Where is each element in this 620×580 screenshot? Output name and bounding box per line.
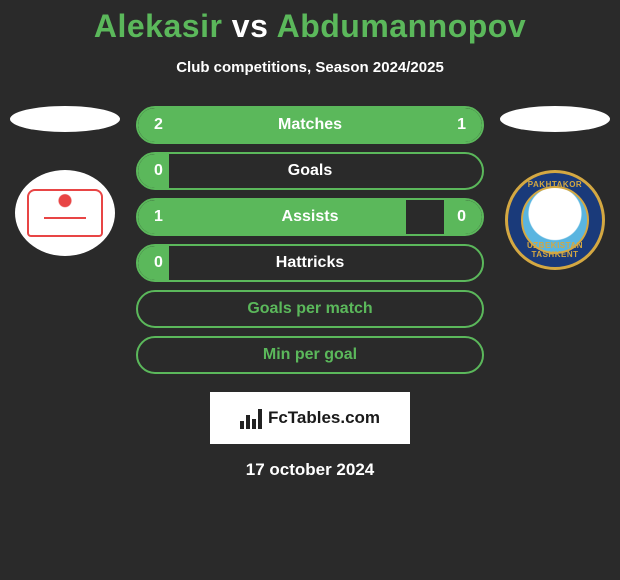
stat-label: Assists	[282, 208, 339, 226]
stat-bar-left: 1	[138, 200, 406, 234]
player2-shape	[500, 106, 610, 132]
stat-row: 0 Hattricks	[136, 244, 484, 282]
stat-bar-left: 0	[138, 154, 169, 188]
right-column: PAKHTAKOR UZBEKISTAN TASHKENT	[490, 106, 620, 270]
player2-name: Abdumannopov	[277, 8, 527, 44]
stat-label: Matches	[278, 116, 342, 134]
stat-label: Min per goal	[263, 346, 357, 364]
stat-bar-right: 1	[368, 108, 482, 142]
stat-label: Hattricks	[276, 254, 344, 272]
stat-row: Goals per match	[136, 290, 484, 328]
chart-icon	[240, 407, 262, 429]
stat-label: Goals per match	[247, 300, 372, 318]
logo-text-bottom: UZBEKISTAN TASHKENT	[508, 241, 602, 259]
stat-bar-right: 0	[444, 200, 482, 234]
stat-bar-left: 0	[138, 246, 169, 280]
stat-row: 1 0 Assists	[136, 198, 484, 236]
left-column	[0, 106, 130, 256]
stat-row: 0 Goals	[136, 152, 484, 190]
player1-name: Alekasir	[94, 8, 223, 44]
vs-label: vs	[232, 8, 269, 44]
main-row: 21Matches0Goals10Assists0HattricksGoals …	[0, 106, 620, 382]
comparison-card: Alekasir vs Abdumannopov Club competitio…	[0, 0, 620, 480]
player1-shape	[10, 106, 120, 132]
club-logo-right: PAKHTAKOR UZBEKISTAN TASHKENT	[505, 170, 605, 270]
stat-row: Min per goal	[136, 336, 484, 374]
club-logo-left	[15, 170, 115, 256]
page-title: Alekasir vs Abdumannopov	[0, 8, 620, 45]
subtitle: Club competitions, Season 2024/2025	[0, 59, 620, 76]
stat-row: 21Matches	[136, 106, 484, 144]
brand-box[interactable]: FcTables.com	[210, 392, 410, 444]
stats-column: 21Matches0Goals10Assists0HattricksGoals …	[130, 106, 490, 382]
date-label: 17 october 2024	[0, 460, 620, 480]
brand-label: FcTables.com	[268, 408, 380, 428]
stat-label: Goals	[288, 162, 332, 180]
